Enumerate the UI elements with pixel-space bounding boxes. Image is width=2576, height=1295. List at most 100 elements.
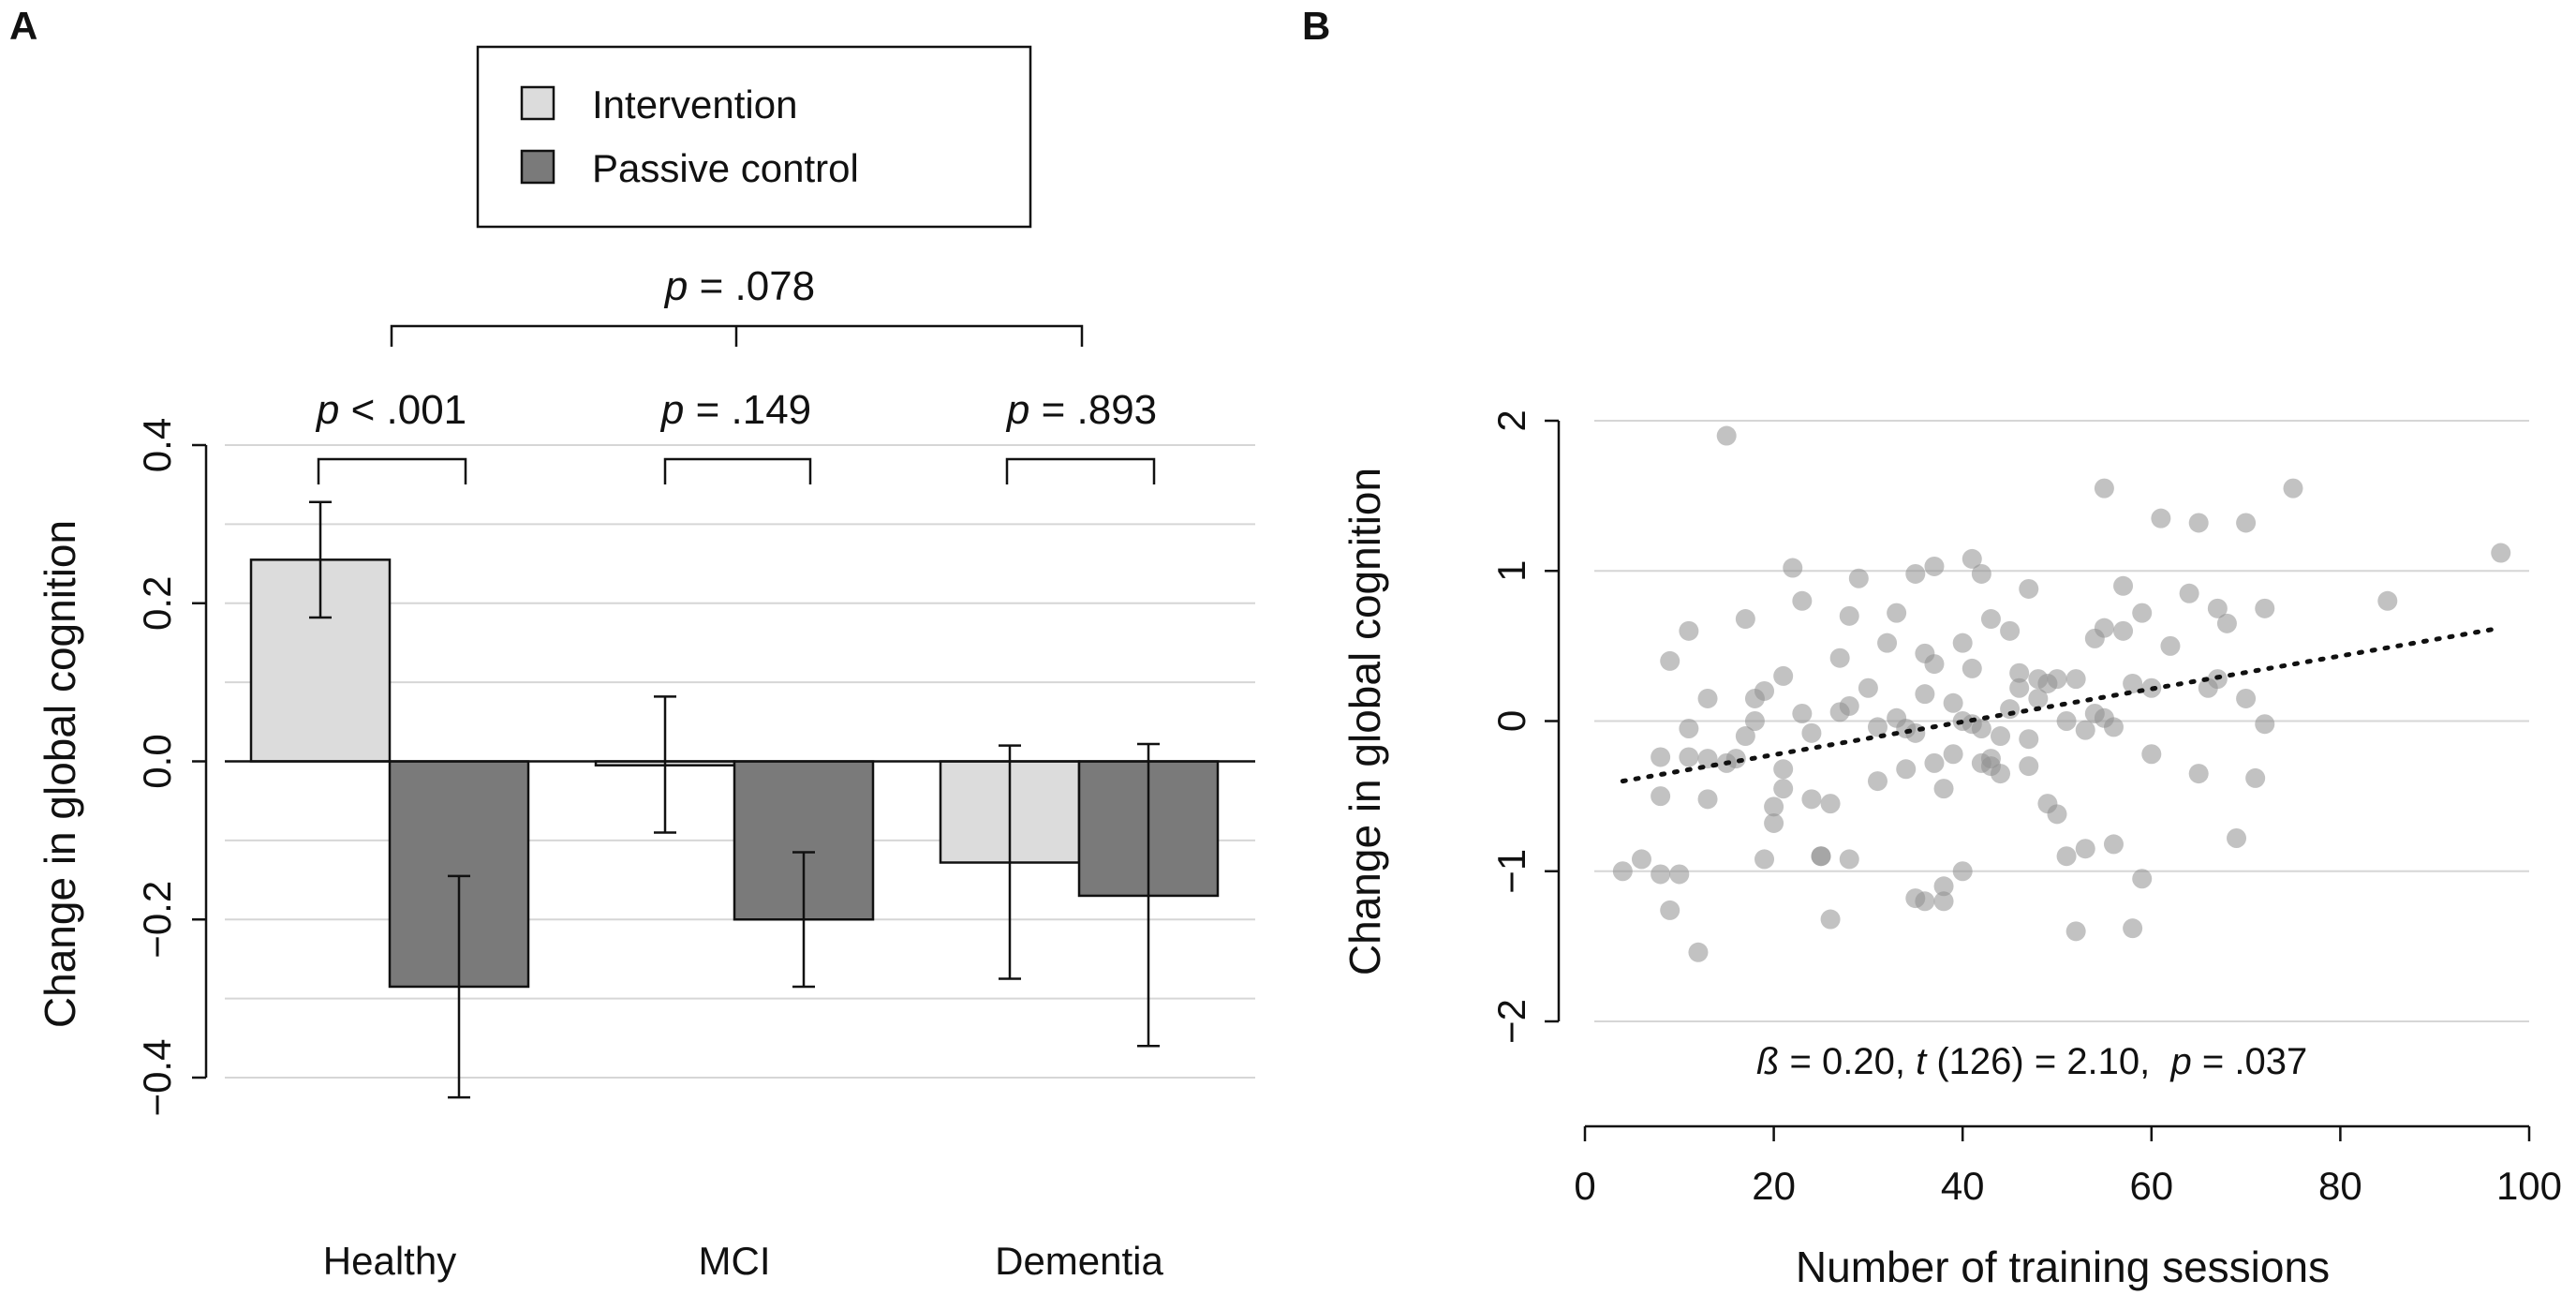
dementia-p-operator: = bbox=[1029, 387, 1076, 433]
scatter-point bbox=[1839, 605, 1859, 626]
scatter-point bbox=[1896, 759, 1917, 780]
scatter-point bbox=[1858, 677, 1878, 698]
overall-p-annotation: p = .078 bbox=[663, 263, 815, 309]
scatter-point bbox=[1716, 425, 1737, 446]
healthy-p-annotation: p < .001 bbox=[315, 387, 466, 433]
stat-t-value: (126) = 2.10, bbox=[1926, 1041, 2170, 1082]
scatter-point bbox=[2047, 669, 2067, 690]
scatter-point bbox=[1991, 726, 2011, 747]
healthy-bracket bbox=[317, 457, 467, 484]
scatter-point bbox=[2065, 921, 2086, 942]
scatter-point bbox=[1848, 568, 1869, 588]
healthy-p-operator: < bbox=[339, 387, 386, 433]
scatter-point bbox=[1697, 789, 1718, 810]
scatter-point bbox=[1679, 747, 1699, 767]
scatter-point bbox=[2028, 688, 2049, 708]
scatter-point bbox=[1754, 680, 1775, 701]
scatter-point bbox=[1962, 658, 1982, 678]
healthy-p-value: .001 bbox=[387, 387, 467, 433]
scatter-point bbox=[1924, 556, 1945, 576]
overall-bracket bbox=[390, 324, 1084, 347]
scatter-point bbox=[2132, 869, 2153, 889]
healthy-p-symbol: p bbox=[315, 387, 339, 433]
scatter-point bbox=[1924, 752, 1945, 773]
panel-b-y-axis-title: Change in global cognition bbox=[1340, 468, 1389, 975]
scatter-point bbox=[1735, 609, 1755, 630]
legend-label-passive-control: Passive control bbox=[592, 146, 859, 190]
panel-a-bars bbox=[249, 558, 1220, 989]
scatter-point bbox=[2123, 673, 2143, 693]
scatter-point bbox=[1783, 558, 1803, 578]
panel-a-category-labels: Healthy MCI Dementia bbox=[323, 1239, 1164, 1283]
scatter-point bbox=[1792, 590, 1813, 611]
panel-b-scatter-plot: B −2 −1 0 1 2 0 20 40 60 80 100 Change in global … bbox=[1302, 4, 2562, 1291]
scatter-point bbox=[2123, 918, 2143, 939]
scatter-point bbox=[2047, 804, 2067, 825]
scatter-point bbox=[1651, 864, 1671, 885]
scatter-point bbox=[2491, 543, 2511, 563]
scatter-point bbox=[2283, 478, 2303, 499]
scatter-point bbox=[1952, 861, 1973, 882]
scatter-point bbox=[1631, 849, 1651, 870]
scatter-point bbox=[2065, 669, 2086, 690]
scatter-point bbox=[1980, 609, 2001, 630]
scatter-point bbox=[2188, 513, 2209, 533]
scatter-point bbox=[2075, 839, 2095, 859]
scatter-point bbox=[2094, 618, 2114, 638]
panel-b-fit-line bbox=[1620, 625, 2504, 784]
scatter-point bbox=[2009, 677, 2030, 698]
panel-b-x-ticks: 0 20 40 60 80 100 bbox=[1574, 1126, 2562, 1208]
scatter-point bbox=[1962, 548, 1982, 569]
scatter-point bbox=[2132, 603, 2153, 623]
panel-a-y-tick-label: −0.4 bbox=[135, 1039, 179, 1117]
scatter-point bbox=[2019, 578, 2039, 599]
panel-b-x-tick-label: 40 bbox=[1941, 1164, 1985, 1208]
scatter-point bbox=[1754, 849, 1775, 870]
scatter-point bbox=[1829, 648, 1850, 668]
panel-b-y-tick-label: −1 bbox=[1489, 849, 1533, 894]
scatter-point bbox=[1820, 909, 1841, 930]
scatter-point bbox=[1679, 719, 1699, 739]
scatter-point bbox=[1660, 900, 1680, 920]
scatter-point bbox=[2255, 598, 2275, 618]
panel-a-legend: Intervention Passive control bbox=[476, 45, 1032, 229]
panel-a-letter: A bbox=[9, 4, 37, 48]
overall-p-symbol: p bbox=[663, 263, 688, 309]
scatter-point bbox=[2056, 711, 2077, 731]
dementia-p-value: .893 bbox=[1077, 387, 1158, 433]
scatter-point bbox=[1697, 688, 1718, 708]
scatter-point bbox=[1801, 789, 1822, 810]
scatter-point bbox=[1915, 891, 1935, 912]
scatter-point bbox=[1820, 794, 1841, 814]
scatter-point bbox=[1679, 620, 1699, 641]
scatter-point bbox=[1801, 722, 1822, 743]
scatter-point bbox=[2377, 590, 2398, 611]
scatter-point bbox=[1943, 744, 1963, 765]
scatter-point bbox=[1811, 846, 1831, 867]
panel-b-y-tick-label: −2 bbox=[1489, 999, 1533, 1044]
panel-a-bar-chart: A −0.4 −0.2 0.0 0.2 0.4 Healthy MCI Dementia C… bbox=[9, 4, 1255, 1283]
scatter-point bbox=[1651, 747, 1671, 767]
scatter-point bbox=[1924, 654, 1945, 675]
scatter-point bbox=[1735, 726, 1755, 747]
scatter-point bbox=[2009, 662, 2030, 683]
legend-swatch-intervention bbox=[520, 85, 555, 121]
scatter-point bbox=[2216, 613, 2237, 633]
scatter-point bbox=[2160, 635, 2181, 656]
panel-a-y-tick-label: 0.4 bbox=[135, 418, 179, 472]
scatter-point bbox=[1764, 796, 1784, 817]
scatter-point bbox=[1773, 759, 1794, 780]
scatter-point bbox=[2236, 513, 2257, 533]
panel-a-y-ticks: −0.4 −0.2 0.0 0.2 0.4 bbox=[135, 418, 206, 1117]
overall-p-value: .078 bbox=[735, 263, 816, 309]
scatter-point bbox=[1971, 563, 1991, 584]
scatter-point bbox=[2255, 714, 2275, 735]
panel-b-x-tick-label: 80 bbox=[2318, 1164, 2362, 1208]
scatter-point bbox=[2227, 827, 2247, 848]
scatter-point bbox=[1933, 779, 1954, 799]
scatter-point bbox=[2019, 729, 2039, 750]
mci-p-annotation: p = .149 bbox=[659, 387, 811, 433]
scatter-point bbox=[1651, 786, 1671, 807]
panel-a-error-bars bbox=[309, 500, 1160, 1099]
scatter-point bbox=[1744, 711, 1765, 731]
